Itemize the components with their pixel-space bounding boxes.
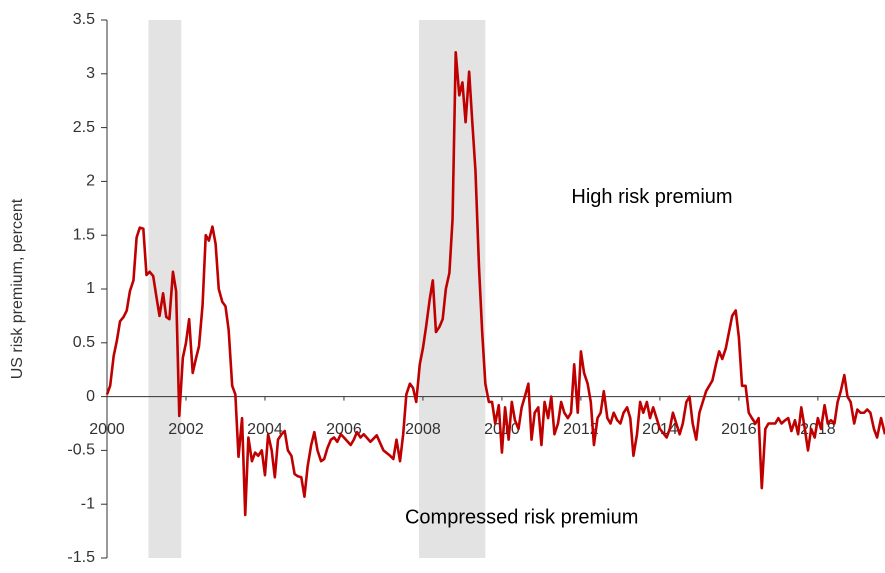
y-tick-label: 0: [86, 388, 95, 405]
y-tick-label: 3: [86, 65, 95, 82]
y-tick-label: 1.5: [73, 226, 95, 243]
y-axis-label: US risk premium, percent: [9, 198, 26, 379]
y-tick-label: 1: [86, 280, 95, 297]
x-tick-label: 2006: [326, 421, 362, 438]
line-series: [105, 50, 885, 517]
y-tick-label: 0.5: [73, 334, 95, 351]
x-tick-label: 2018: [800, 421, 836, 438]
x-tick-label: 2016: [721, 421, 757, 438]
x-tick-label: 2008: [405, 421, 441, 438]
recession-band: [418, 20, 486, 558]
y-tick-label: -1.5: [67, 549, 95, 566]
x-tick-label: 2004: [247, 421, 283, 438]
y-tick-label: 2: [86, 173, 95, 190]
y-tick-label: -0.5: [67, 442, 95, 459]
y-tick-label: 3.5: [73, 11, 95, 28]
x-tick-label: 2000: [89, 421, 125, 438]
annotation: Compressed risk premium: [405, 506, 638, 528]
y-tick-label: 2.5: [73, 119, 95, 136]
y-tick-label: -1: [81, 495, 95, 512]
x-tick-label: 2002: [168, 421, 204, 438]
annotation: High risk premium: [571, 186, 732, 208]
x-tick-label: 2012: [563, 421, 599, 438]
